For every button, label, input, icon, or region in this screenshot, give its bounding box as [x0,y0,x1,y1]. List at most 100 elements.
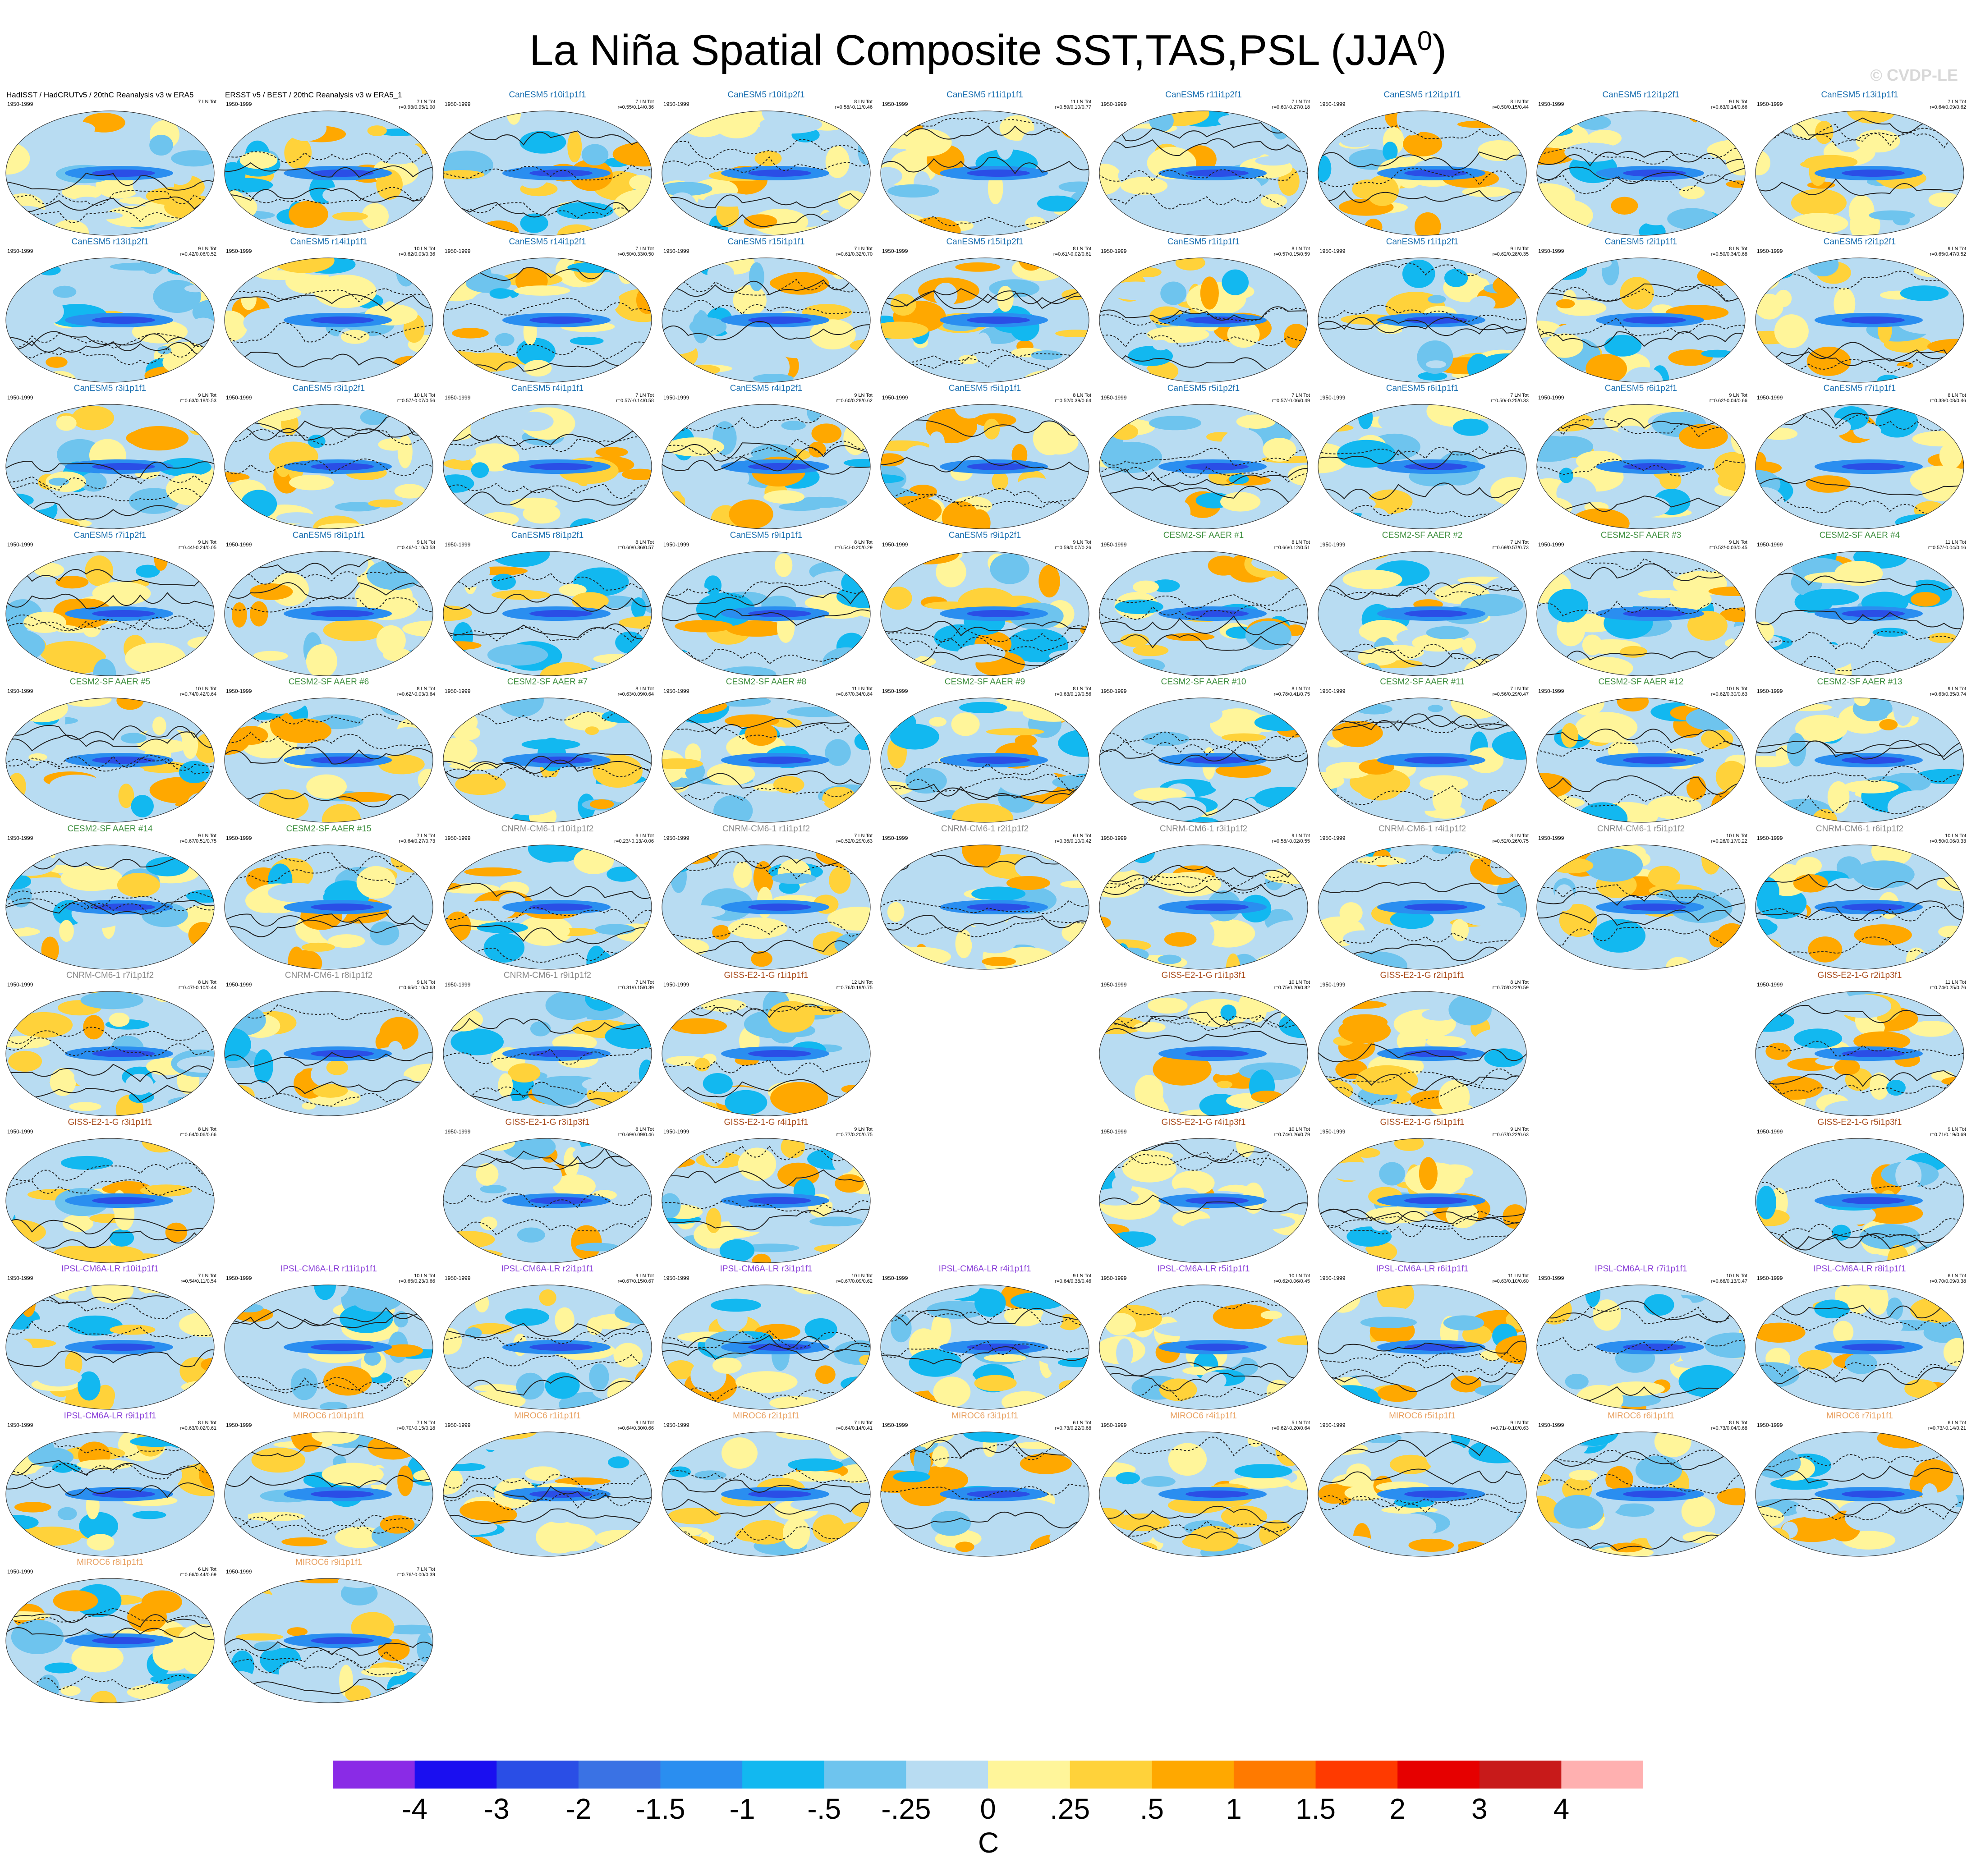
panel-count: 9 LN Tot [417,539,435,545]
panel-stats: 9 LN Tot r=0.62/-0.04/0.66 [1709,393,1747,404]
panel-years: 1950-1999 [445,1128,471,1135]
panel-title: CESM2-SF AAER #15 [286,824,372,834]
panel-years: 1950-1999 [7,248,33,254]
panel-title: CanESM5 r11i1p2f1 [1165,90,1242,100]
composite-map [1099,110,1308,236]
panel-years: 1950-1999 [663,835,689,841]
panel-years: 1950-1999 [1757,394,1783,401]
composite-map [5,110,215,236]
colorbar-tick-label: 1 [1226,1793,1242,1825]
panel-correlation: r=0.71/0.19/0.69 [1930,1132,1966,1138]
panel-correlation: r=0.60/0.36/0.57 [617,545,654,550]
panel-stats: 9 LN Tot r=0.44/-0.24/0.05 [179,540,216,550]
composite-map [1755,404,1964,529]
panel-title: GISS-E2-1-G r4i1p1f1 [724,1117,809,1127]
panel-stats: 8 LN Tot r=0.38/0.08/0.46 [1930,393,1966,404]
panel-stats: 11 LN Tot r=0.59/0.10/0.77 [1055,99,1091,110]
panel-title: CESM2-SF AAER #13 [1817,677,1902,687]
panel-correlation: r=0.66/0.12/0.51 [1273,545,1310,550]
map-panel: CESM2-SF AAER #4 1950-1999 11 LN Tot r=0.57… [1751,531,1968,679]
colorbar-swatch [333,1761,415,1789]
colorbar-units: C [978,1826,999,1859]
panel-count: 10 LN Tot [1289,980,1310,985]
panel-correlation: r=0.52/0.29/0.63 [836,838,873,844]
composite-map [1099,550,1308,676]
composite-map [5,1431,215,1557]
map-panel: CanESM5 r13i1p2f1 1950-1999 9 LN Tot r=0.42… [2,237,218,386]
panel-count: 6 LN Tot [1948,1420,1966,1426]
map-panel: IPSL-CM6A-LR r11i1p1f1 1950-1999 10 LN Tot… [221,1264,437,1413]
panel-correlation: r=0.76/0.19/0.75 [836,985,873,991]
panel-title: CNRM-CM6-1 r4i1p1f2 [1378,824,1466,834]
panel-title: CESM2-SF AAER #10 [1161,677,1246,687]
composite-map [443,844,652,970]
composite-map [224,404,433,529]
panel-correlation: r=0.67/0.51/0.75 [180,838,216,844]
panel-correlation: r=0.73/-0.14/0.21 [1928,1425,1966,1431]
panel-stats: 9 LN Tot r=0.63/0.14/0.66 [1711,99,1747,110]
composite-map [443,257,652,383]
panel-years: 1950-1999 [882,541,908,548]
panel-title: CanESM5 r8i1p2f1 [511,530,584,540]
panel-years: 1950-1999 [663,1422,689,1428]
panel-correlation: r=0.64/0.06/0.66 [180,1132,216,1138]
composite-map [1099,1431,1308,1557]
panel-correlation: r=0.64/0.14/0.41 [836,1425,873,1431]
panel-count: 5 LN Tot [1291,1420,1310,1426]
panel-title: CanESM5 r7i1p1f1 [1823,384,1896,393]
panel-stats: 11 LN Tot r=0.74/0.25/0.76 [1930,980,1966,991]
composite-map [1318,404,1527,529]
panel-correlation: r=0.60/0.28/0.62 [836,398,873,404]
panel-count: 10 LN Tot [1726,686,1747,692]
map-panel: IPSL-CM6A-LR r9i1p1f1 1950-1999 8 LN Tot r=… [2,1411,218,1560]
panel-years: 1950-1999 [1319,1128,1346,1135]
map-panel: CanESM5 r3i1p1f1 1950-1999 9 LN Tot r=0.63/… [2,384,218,532]
composite-map [880,550,1089,676]
panel-title: CESM2-SF AAER #8 [726,677,807,687]
panel-years: 1950-1999 [445,688,471,694]
composite-map [1536,550,1746,676]
panel-years: 1950-1999 [882,688,908,694]
composite-map [662,404,871,529]
panel-years: 1950-1999 [1757,541,1783,548]
panel-correlation: r=0.57/-0.06/0.49 [1272,398,1310,404]
panel-years: 1950-1999 [663,982,689,988]
panel-correlation: r=0.63/0.09/0.64 [617,692,654,697]
colorbar-swatch [824,1761,906,1789]
panel-correlation: r=0.62/0.30/0.63 [1711,692,1747,697]
panel-years: 1950-1999 [1538,248,1564,254]
composite-map [443,1431,652,1557]
panel-years: 1950-1999 [7,1275,33,1281]
panel-correlation: r=0.62/0.28/0.35 [1492,251,1529,257]
panel-count: 8 LN Tot [854,99,873,105]
panel-title: CanESM5 r3i1p2f1 [292,384,365,393]
panel-title: CanESM5 r9i1p2f1 [948,530,1021,540]
panel-years: 1950-1999 [445,1275,471,1281]
panel-count: 7 LN Tot [854,833,873,839]
panel-count: 8 LN Tot [198,1420,216,1426]
panel-correlation: r=0.78/0.41/0.75 [1273,692,1310,697]
composite-map [1099,404,1308,529]
panel-stats: 6 LN Tot r=0.35/0.10/0.42 [1055,833,1091,844]
composite-map [880,1284,1089,1410]
panel-stats: 8 LN Tot r=0.63/0.02/0.61 [180,1420,216,1431]
panel-stats: 7 LN Tot r=0.50/0.33/0.50 [618,246,654,257]
panel-stats: 8 LN Tot r=0.69/0.09/0.46 [618,1127,654,1138]
panel-count: 9 LN Tot [1729,99,1747,105]
panel-title: GISS-E2-1-G r2i1p3f1 [1817,971,1902,980]
panel-stats: 6 LN Tot r=0.23/-0.13/-0.06 [614,833,654,844]
panel-years: 1950-1999 [7,394,33,401]
panel-years: 1950-1999 [1538,688,1564,694]
panel-title: IPSL-CM6A-LR r9i1p1f1 [64,1411,156,1421]
composite-map [880,1431,1089,1557]
panel-years: 1950-1999 [1101,835,1127,841]
panel-years: 1950-1999 [226,394,252,401]
panel-count: 8 LN Tot [417,686,435,692]
map-panel: CESM2-SF AAER #8 1950-1999 11 LN Tot r=0.67… [658,677,874,826]
panel-title: MIROC6 r9i1p1f1 [295,1558,362,1567]
map-panel: MIROC6 r1i1p1f1 1950-1999 9 LN Tot r=0.64/0… [439,1411,656,1560]
panel-count: 8 LN Tot [1510,833,1529,839]
map-panel: CanESM5 r11i1p1f1 1950-1999 11 LN Tot r=0.5… [877,90,1093,239]
panel-count: 7 LN Tot [198,99,216,105]
panel-stats: 8 LN Tot r=0.63/0.09/0.64 [618,686,654,697]
